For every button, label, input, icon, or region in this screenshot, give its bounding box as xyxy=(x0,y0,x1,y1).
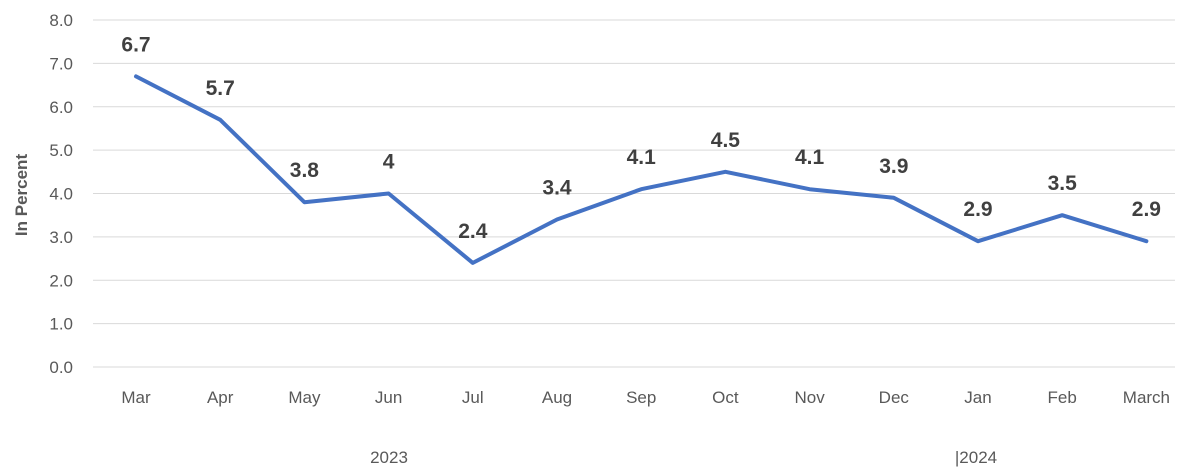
y-tick-label: 4.0 xyxy=(49,185,73,204)
y-tick-label: 5.0 xyxy=(49,141,73,160)
x-tick-label: March xyxy=(1123,388,1170,407)
x-tick-label: Mar xyxy=(121,388,151,407)
data-label: 3.4 xyxy=(542,177,572,200)
year-label-2023: 2023 xyxy=(370,448,408,467)
data-label: 5.7 xyxy=(206,77,235,100)
data-label: 2.4 xyxy=(458,220,488,243)
x-tick-label: May xyxy=(288,388,321,407)
data-label: 3.8 xyxy=(290,159,320,182)
x-axis-ticks: Mar Apr May Jun Jul Aug Sep Oct Nov Dec Jan Feb Marc… xyxy=(121,388,1170,407)
y-tick-label: 2.0 xyxy=(49,271,73,290)
data-label: 4.1 xyxy=(795,146,825,169)
y-tick-label: 8.0 xyxy=(49,11,73,30)
data-label: 3.9 xyxy=(879,155,908,178)
y-tick-label: 0.0 xyxy=(49,358,73,377)
data-label: 4.5 xyxy=(711,129,741,152)
x-tick-label: Apr xyxy=(207,388,234,407)
x-tick-label: Feb xyxy=(1048,388,1077,407)
data-label: 4 xyxy=(383,151,395,174)
data-label: 2.9 xyxy=(1132,198,1161,221)
x-tick-label: Jan xyxy=(964,388,991,407)
data-labels: 6.7 5.7 3.8 4 2.4 3.4 4.1 4.5 4.1 3.9 2.9 3.5 2.9 xyxy=(121,33,1161,243)
y-axis-ticks: 0.0 1.0 2.0 3.0 4.0 5.0 6.0 7.0 8.0 xyxy=(49,11,73,377)
x-tick-label: Oct xyxy=(712,388,739,407)
y-tick-label: 1.0 xyxy=(49,315,73,334)
series-line xyxy=(134,74,1149,265)
y-tick-label: 7.0 xyxy=(49,54,73,73)
y-tick-label: 6.0 xyxy=(49,98,73,117)
x-tick-label: Nov xyxy=(794,388,825,407)
x-tick-label: Sep xyxy=(626,388,656,407)
x-tick-label: Jul xyxy=(462,388,484,407)
data-label: 4.1 xyxy=(627,146,657,169)
x-tick-label: Dec xyxy=(879,388,910,407)
x-tick-label: Jun xyxy=(375,388,402,407)
year-label-2024: |2024 xyxy=(955,448,997,467)
data-label: 6.7 xyxy=(121,33,150,56)
data-label: 2.9 xyxy=(963,198,992,221)
y-tick-label: 3.0 xyxy=(49,228,73,247)
data-label: 3.5 xyxy=(1048,172,1078,195)
x-tick-label: Aug xyxy=(542,388,572,407)
y-axis-title: In Percent xyxy=(12,154,31,237)
